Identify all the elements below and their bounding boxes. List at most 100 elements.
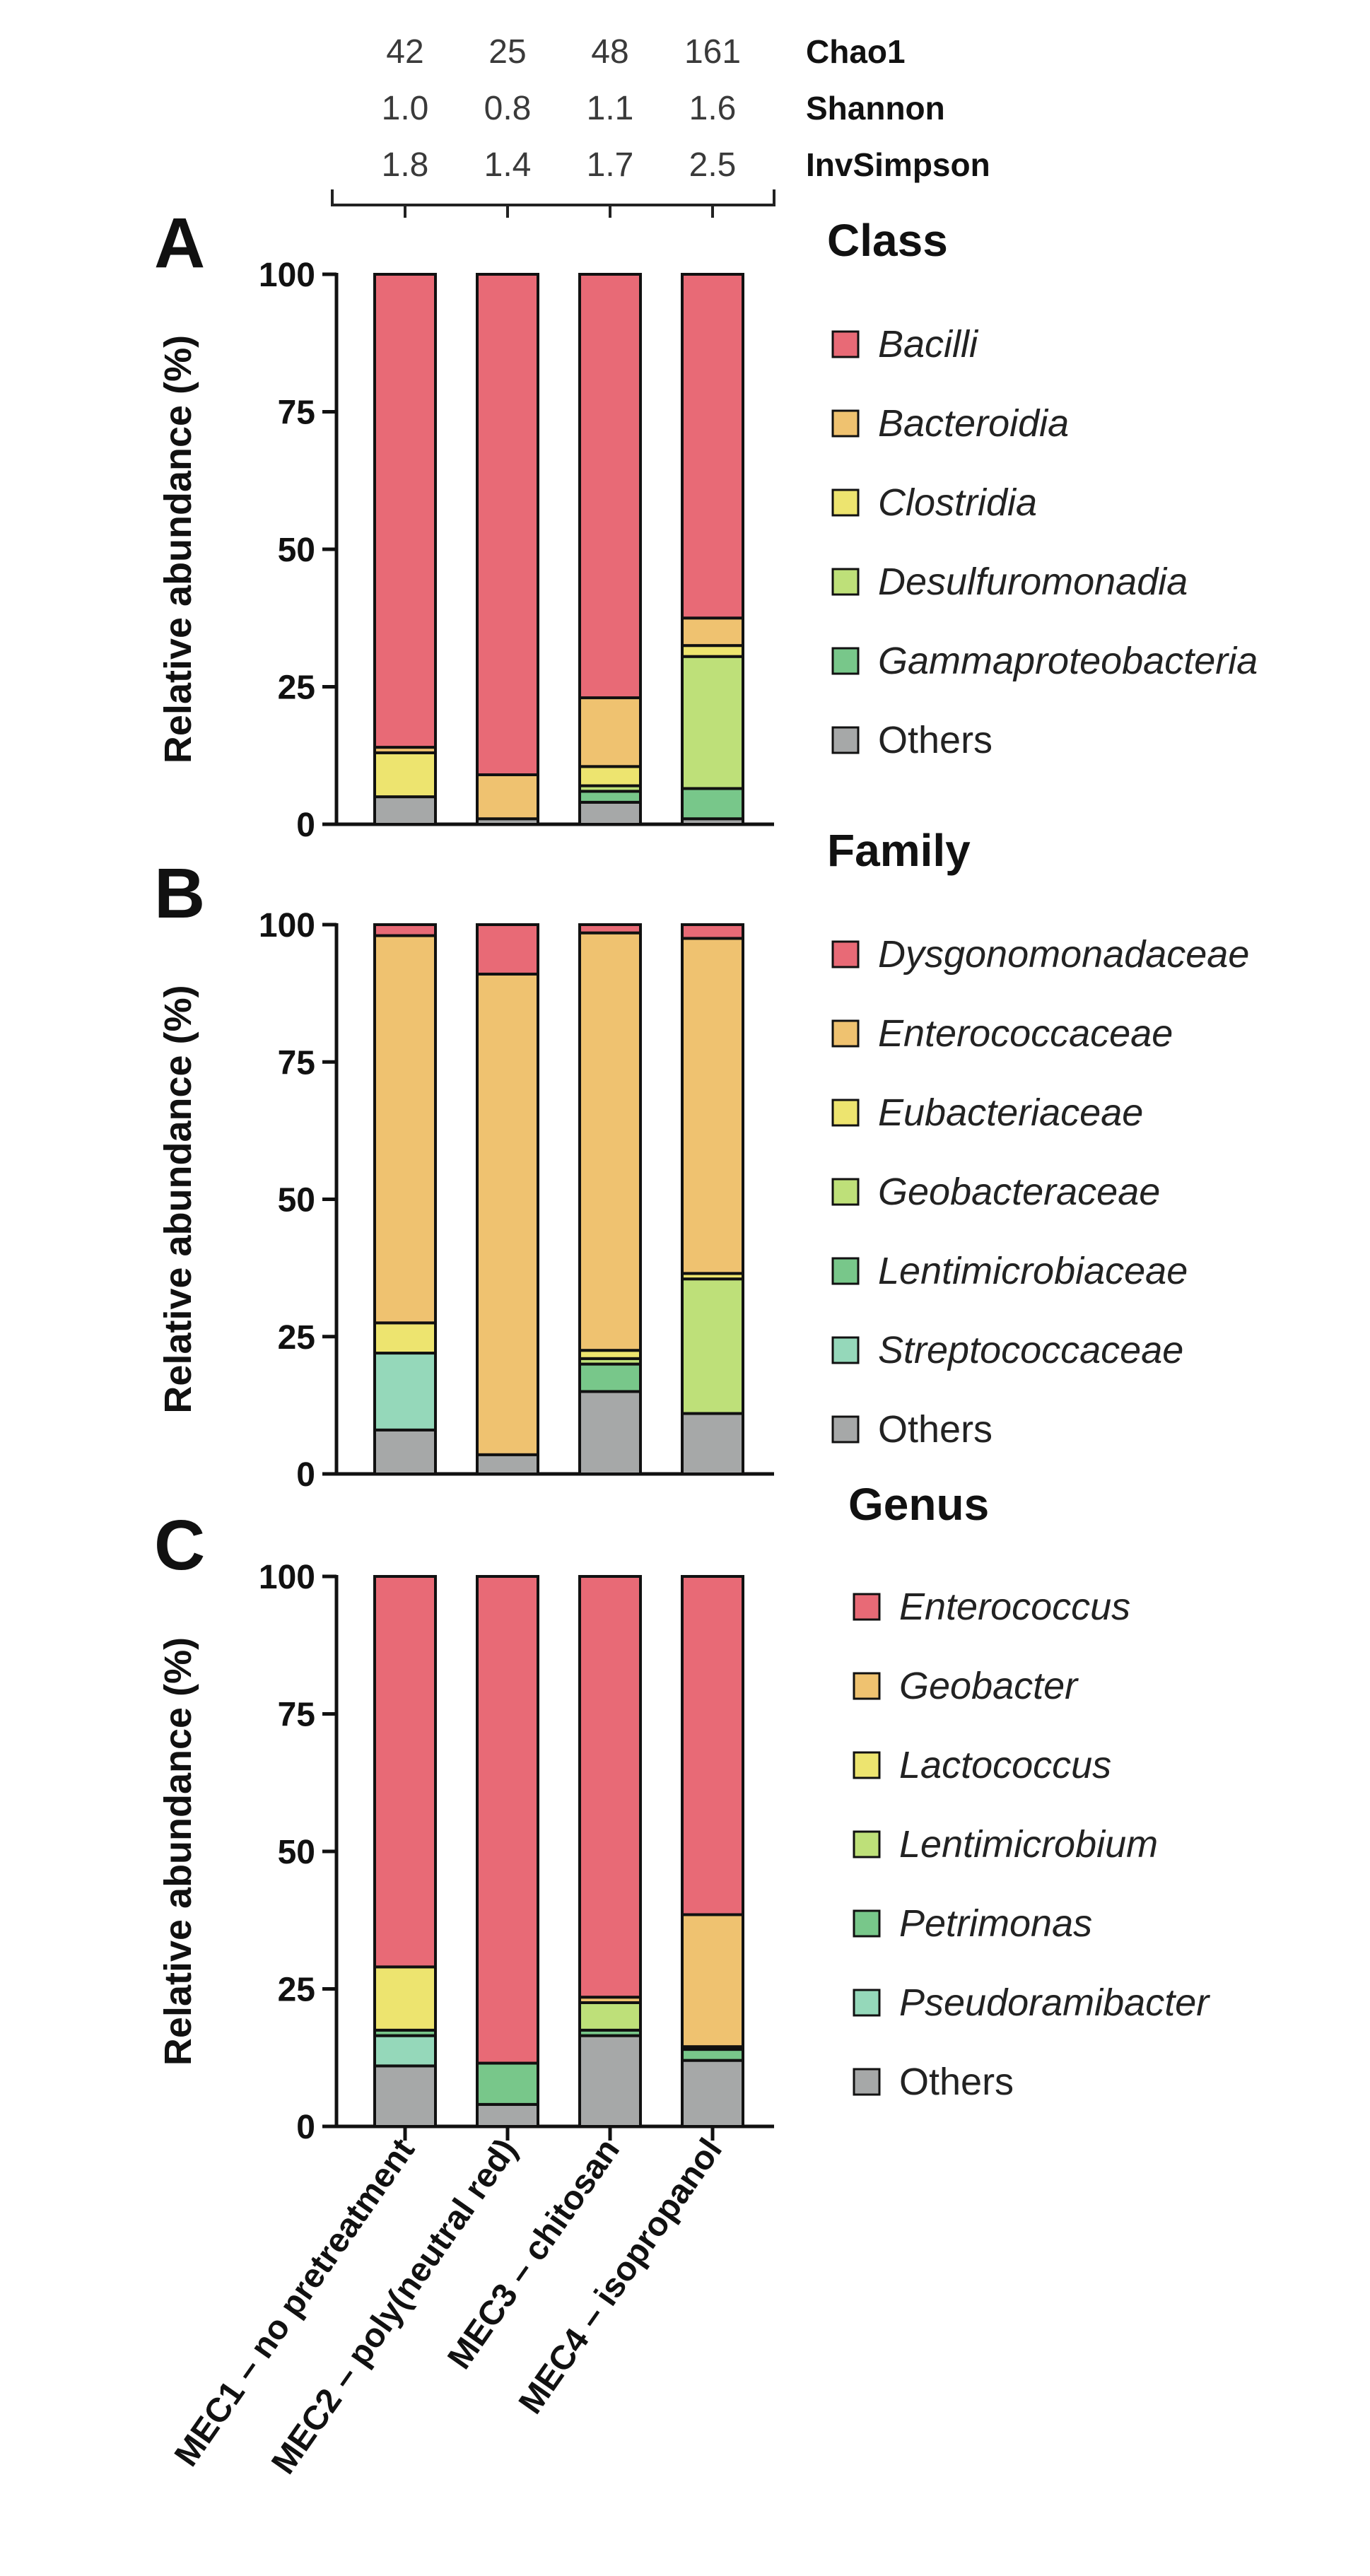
legend-swatch bbox=[831, 940, 860, 968]
bar-segment-petrimonas bbox=[476, 2061, 539, 2106]
y-tick-label: 50 bbox=[278, 1182, 315, 1219]
diversity-value: 1.7 bbox=[587, 146, 634, 184]
legend-label: Gammaproteobacteria bbox=[878, 640, 1258, 682]
legend-label: Bacilli bbox=[878, 323, 979, 365]
bar-segment-others bbox=[578, 1390, 642, 1475]
bar-segment-enterococcaceae bbox=[476, 972, 539, 1456]
bar-segment-bacilli bbox=[681, 273, 744, 620]
legend-label: Others bbox=[878, 719, 993, 761]
legend-swatch bbox=[853, 1909, 881, 1938]
bar-segment-others bbox=[681, 2059, 744, 2128]
bar-segment-dysgonomonadaceae bbox=[578, 923, 642, 935]
bar-segment-enterococcus bbox=[578, 1575, 642, 1999]
diversity-metric-label: Shannon bbox=[806, 90, 945, 127]
diversity-value: 0.8 bbox=[484, 90, 532, 127]
legend-title: Class bbox=[827, 215, 948, 266]
bar-segment-clostridia bbox=[373, 751, 437, 799]
y-tick-label: 75 bbox=[278, 1697, 315, 1734]
bar-segment-enterococcus bbox=[373, 1575, 437, 1969]
legend-swatch bbox=[831, 1336, 860, 1364]
diversity-value: 1.8 bbox=[382, 146, 429, 184]
bar-segment-bacilli bbox=[476, 273, 539, 776]
legend-swatch bbox=[853, 2068, 881, 2096]
panel-letter: C bbox=[154, 1506, 205, 1585]
y-tick-label: 50 bbox=[278, 1834, 315, 1871]
legend-label: Desulfuromonadia bbox=[878, 561, 1188, 603]
bar-segment-bacilli bbox=[373, 273, 437, 749]
legend-label: Enterococcus bbox=[899, 1586, 1130, 1628]
y-tick-label: 75 bbox=[278, 1044, 315, 1082]
diversity-value: 2.5 bbox=[689, 146, 737, 184]
y-tick-label: 75 bbox=[278, 394, 315, 432]
legend-label: Enterococcaceae bbox=[878, 1012, 1173, 1055]
diversity-metric-label: Chao1 bbox=[806, 33, 906, 70]
diversity-value: 161 bbox=[684, 33, 741, 71]
bar-segment-geobacter bbox=[681, 1913, 744, 2049]
bar-segment-enterococcaceae bbox=[681, 937, 744, 1275]
y-tick-label: 100 bbox=[259, 1559, 315, 1596]
legend-swatch bbox=[853, 1672, 881, 1700]
diversity-value: 48 bbox=[591, 33, 628, 71]
legend-swatch bbox=[831, 1257, 860, 1285]
legend-label: Geobacter bbox=[899, 1665, 1079, 1707]
legend-label: Lentimicrobium bbox=[899, 1823, 1158, 1866]
legend-label: Petrimonas bbox=[899, 1902, 1092, 1945]
bar-segment-others bbox=[476, 1453, 539, 1475]
bar-segment-others bbox=[476, 2102, 539, 2128]
bar-segment-lactococcus bbox=[373, 1965, 437, 2032]
y-tick-label: 0 bbox=[296, 2109, 315, 2146]
legend-label: Bacteroidia bbox=[878, 402, 1069, 445]
bar-segment-pseudoramibacter bbox=[373, 2034, 437, 2068]
legend-label: Eubacteriaceae bbox=[878, 1091, 1143, 1134]
bar-segment-dysgonomonadaceae bbox=[373, 923, 437, 937]
y-tick-label: 0 bbox=[296, 1456, 315, 1494]
legend-label: Pseudoramibacter bbox=[899, 1981, 1210, 2024]
y-tick-label: 25 bbox=[278, 1319, 315, 1357]
bar-segment-petrimonas bbox=[681, 2048, 744, 2062]
legend-swatch bbox=[831, 330, 860, 358]
diversity-value: 1.1 bbox=[587, 90, 634, 127]
legend-label: Lactococcus bbox=[899, 1744, 1111, 1786]
bar-segment-dysgonomonadaceae bbox=[681, 923, 744, 940]
legend-label: Dysgonomonadaceae bbox=[878, 933, 1249, 976]
bar-segment-others bbox=[578, 2034, 642, 2128]
diversity-value: 1.6 bbox=[689, 90, 737, 127]
bar-segment-clostridia bbox=[578, 765, 642, 788]
legend-swatch bbox=[831, 409, 860, 438]
bar-segment-eubacteriaceae bbox=[373, 1321, 437, 1355]
bar-segment-gammaproteobacteria bbox=[578, 790, 642, 804]
y-tick-label: 50 bbox=[278, 532, 315, 569]
legend-swatch bbox=[853, 1830, 881, 1858]
y-tick-label: 25 bbox=[278, 669, 315, 707]
y-axis-label: Relative abundance (%) bbox=[157, 985, 199, 1413]
bar-segment-lentimicrobiaceae bbox=[578, 1362, 642, 1393]
bar-segment-enterococcaceae bbox=[578, 931, 642, 1352]
legend-label: Geobacteraceae bbox=[878, 1171, 1160, 1213]
bar-segment-bacteroidia bbox=[578, 696, 642, 768]
y-tick-label: 100 bbox=[259, 907, 315, 944]
legend-swatch bbox=[831, 726, 860, 754]
legend-label: Lentimicrobiaceae bbox=[878, 1250, 1188, 1292]
legend-label: Others bbox=[899, 2061, 1014, 2103]
bar-segment-gammaproteobacteria bbox=[681, 787, 744, 821]
legend-swatch bbox=[853, 1751, 881, 1779]
bar-segment-enterococcaceae bbox=[373, 934, 437, 1325]
bar-segment-others bbox=[373, 1428, 437, 1475]
bar-segment-clostridia bbox=[681, 644, 744, 658]
bar-segment-others bbox=[373, 795, 437, 826]
bar-segment-bacteroidia bbox=[681, 616, 744, 648]
bar-segment-enterococcus bbox=[476, 1575, 539, 2065]
diversity-value: 1.4 bbox=[484, 146, 532, 184]
x-category-label: MEC4 – isopropanol bbox=[512, 2132, 730, 2420]
diversity-value: 1.0 bbox=[382, 90, 429, 127]
legend-swatch bbox=[853, 1593, 881, 1621]
legend-label: Streptococcaceae bbox=[878, 1329, 1183, 1371]
bar-segment-enterococcus bbox=[681, 1575, 744, 1916]
legend-swatch bbox=[831, 647, 860, 675]
panel-letter: B bbox=[154, 854, 205, 933]
bar-segment-dysgonomonadaceae bbox=[476, 923, 539, 976]
y-tick-label: 0 bbox=[296, 807, 315, 844]
diversity-value: 42 bbox=[386, 33, 423, 71]
bar-segment-streptococcaceae bbox=[373, 1352, 437, 1432]
